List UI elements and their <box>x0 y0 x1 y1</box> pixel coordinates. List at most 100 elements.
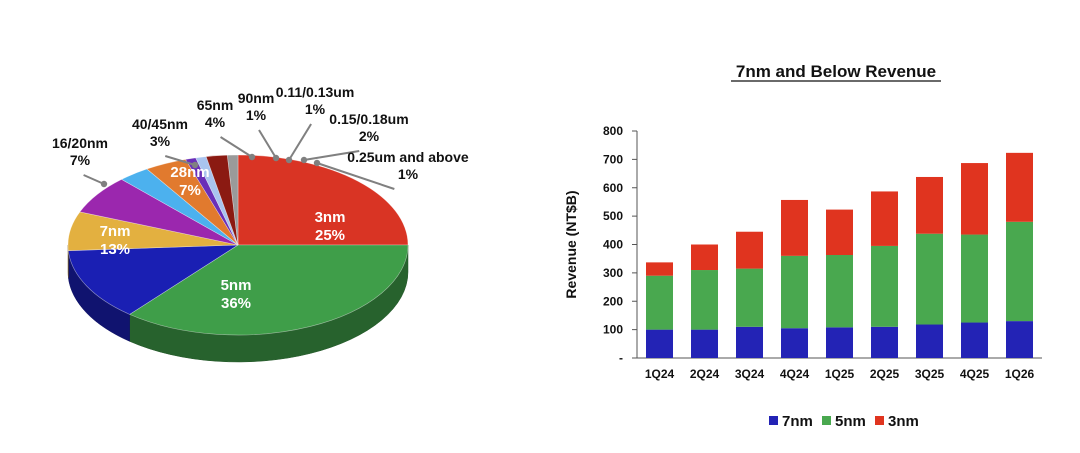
bars <box>646 152 1033 358</box>
pie-percent-65nm: 4% <box>205 114 226 130</box>
legend-label-3nm: 3nm <box>888 413 919 430</box>
pie-leader-dot-65nm <box>248 153 256 161</box>
bar-3nm-1q24 <box>646 262 673 276</box>
legend-swatch-3nm <box>875 416 884 425</box>
bar-5nm-1q24 <box>646 275 673 330</box>
legend-swatch-7nm <box>769 416 778 425</box>
bar-7nm-2q25 <box>871 326 898 358</box>
node-share-pie-chart: 3nm25%5nm36%7nm13%16/20nm7%28nm7%40/45nm… <box>52 84 469 363</box>
y-tick-label: 300 <box>603 266 623 280</box>
pie-leader-16-20nm <box>83 174 105 185</box>
bar-3nm-3q25 <box>916 176 943 234</box>
bar-5nm-1q25 <box>826 254 853 328</box>
x-tick-label: 2Q24 <box>690 367 720 381</box>
bar-5nm-3q25 <box>916 233 943 325</box>
bar-5nm-2q25 <box>871 245 898 327</box>
legend-label-7nm: 7nm <box>782 413 813 430</box>
pie-label-7nm: 7nm <box>100 223 131 240</box>
pie-percent-16-20nm: 7% <box>70 152 91 168</box>
y-tick-label: 500 <box>603 209 623 223</box>
x-tick-label: 3Q24 <box>735 367 765 381</box>
pie-percent-40-45nm: 3% <box>150 133 171 149</box>
pie-leader-40-45nm <box>164 155 196 166</box>
y-axis-ticks: - 100 200 300 400 500 600 700 800 <box>603 124 637 365</box>
bar-7nm-4q25 <box>961 322 988 358</box>
pie-percent-5nm: 36% <box>221 295 251 312</box>
bar-3nm-1q25 <box>826 209 853 255</box>
bar-7nm-1q26 <box>1006 321 1033 358</box>
pie-slice-5nm <box>129 244 409 336</box>
y-tick-label: 700 <box>603 152 623 166</box>
bar-3nm-1q26 <box>1006 152 1033 222</box>
pie-leader-dot-0-15-0-18um <box>300 156 308 164</box>
pie-label-0-25um-and-above: 0.25um and above <box>347 149 469 165</box>
y-tick-label: 600 <box>603 181 623 195</box>
x-tick-label: 1Q25 <box>825 367 855 381</box>
pie-label-0-11-0-13um: 0.11/0.13um <box>276 84 355 100</box>
x-tick-label: 3Q25 <box>915 367 945 381</box>
pie-percent-90nm: 1% <box>246 107 267 123</box>
bar-3nm-2q25 <box>871 191 898 246</box>
pie-slice-0-25um-and-above <box>226 154 239 246</box>
bar-5nm-1q26 <box>1006 221 1033 322</box>
bar-5nm-4q24 <box>781 255 808 329</box>
x-tick-label: 4Q25 <box>960 367 990 381</box>
bar-3nm-4q25 <box>961 163 988 235</box>
x-tick-label: 1Q26 <box>1005 367 1035 381</box>
y-tick-label: 200 <box>603 294 623 308</box>
pie-percent-0-25um-and-above: 1% <box>398 166 419 182</box>
y-tick-label: 100 <box>603 323 623 337</box>
pie-label-65nm: 65nm <box>197 97 234 113</box>
pie-leader-0-11-0-13um <box>288 123 312 161</box>
bar-5nm-4q25 <box>961 234 988 323</box>
pie-leader-dot-0-25um-and-above <box>313 159 321 167</box>
x-tick-label: 2Q25 <box>870 367 900 381</box>
pie-label-90nm: 90nm <box>238 90 275 106</box>
bar-chart-title: 7nm and Below Revenue <box>736 62 936 81</box>
pie-slices <box>67 154 409 336</box>
pie-leader-65nm <box>220 136 253 158</box>
pie-percent-0-11-0-13um: 1% <box>305 101 326 117</box>
x-tick-label: 4Q24 <box>780 367 810 381</box>
bar-7nm-2q24 <box>691 329 718 358</box>
bar-7nm-3q25 <box>916 324 943 358</box>
bar-3nm-3q24 <box>736 231 763 269</box>
y-tick-label: - <box>619 351 623 365</box>
pie-percent-0-15-0-18um: 2% <box>359 128 380 144</box>
bar-5nm-3q24 <box>736 268 763 327</box>
pie-slice-3nm <box>237 154 409 246</box>
pie-leader-dot-16-20nm <box>100 180 108 188</box>
legend-label-5nm: 5nm <box>835 413 866 430</box>
bar-3nm-2q24 <box>691 244 718 271</box>
pie-percent-7nm: 13% <box>100 241 130 258</box>
bar-7nm-4q24 <box>781 328 808 358</box>
pie-leader-0-25um-and-above <box>316 162 395 190</box>
bar-3nm-4q24 <box>781 199 808 256</box>
pie-label-28nm: 28nm <box>170 164 209 181</box>
legend-swatch-5nm <box>822 416 831 425</box>
pie-percent-3nm: 25% <box>315 227 345 244</box>
pie-leader-90nm <box>258 129 277 159</box>
pie-label-5nm: 5nm <box>221 277 252 294</box>
x-tick-label: 1Q24 <box>645 367 675 381</box>
bar-5nm-2q24 <box>691 270 718 330</box>
legend: 7nm 5nm 3nm <box>769 413 919 430</box>
pie-leader-dot-90nm <box>272 154 280 162</box>
pie-label-0-15-0-18um: 0.15/0.18um <box>329 111 408 127</box>
pie-label-3nm: 3nm <box>315 209 346 226</box>
pie-leader-0-15-0-18um <box>303 150 360 161</box>
pie-slice-7nm <box>67 244 240 315</box>
pie-label-40-45nm: 40/45nm <box>132 116 188 132</box>
bar-7nm-3q24 <box>736 326 763 358</box>
y-axis-label: Revenue (NT$B) <box>563 190 579 298</box>
y-tick-label: 400 <box>603 238 623 252</box>
bar-7nm-1q25 <box>826 327 853 358</box>
bar-7nm-1q24 <box>646 329 673 358</box>
pie-label-16-20nm: 16/20nm <box>52 135 108 151</box>
revenue-bar-chart: 7nm and Below Revenue Revenue (NT$B) - 100 2… <box>563 62 1042 430</box>
pie-leader-dot-0-11-0-13um <box>285 156 293 164</box>
pie-percent-28nm: 7% <box>179 182 201 199</box>
pie-labels: 3nm25%5nm36%7nm13%16/20nm7%28nm7%40/45nm… <box>52 84 469 312</box>
pie-leader-dot-40-45nm <box>191 161 199 169</box>
y-tick-label: 800 <box>603 124 623 138</box>
